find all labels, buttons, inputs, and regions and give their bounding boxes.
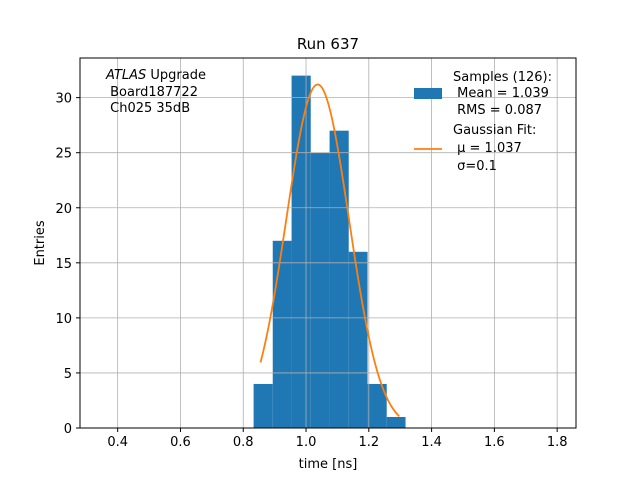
legend-samples-line-2: Mean = 1.039 xyxy=(453,86,549,101)
x-tick-label: 1.4 xyxy=(421,435,442,450)
histogram-bar xyxy=(329,130,349,428)
histogram-bars xyxy=(253,75,406,428)
x-tick-label: 0.8 xyxy=(233,435,254,450)
annotation-atlas-word: ATLAS xyxy=(105,68,146,83)
atlas-annotation: ATLAS Upgrade Board187722 Ch025 35dB xyxy=(105,68,206,116)
histogram-bar xyxy=(272,240,292,428)
y-axis-label: Entries xyxy=(33,220,48,266)
y-tick-label: 10 xyxy=(55,312,72,327)
histogram-bar xyxy=(253,383,273,428)
annotation-upgrade-word: Upgrade xyxy=(146,68,206,83)
legend-fit-line-2: μ = 1.037 xyxy=(453,141,522,156)
x-tick-label: 1.6 xyxy=(484,435,505,450)
annotation-line-1: ATLAS Upgrade xyxy=(105,68,206,83)
fit-curve xyxy=(259,83,400,417)
annotation-line-3: Ch025 35dB xyxy=(106,101,190,116)
legend-swatch-samples xyxy=(414,88,442,99)
y-tick-label: 15 xyxy=(55,257,72,272)
y-tick-label: 30 xyxy=(55,92,72,107)
legend-fit-line-3: σ=0.1 xyxy=(453,159,497,174)
histogram-bar xyxy=(348,251,368,428)
chart-title: Run 637 xyxy=(297,35,359,53)
x-tick-label: 1.8 xyxy=(547,435,568,450)
legend: Samples (126): Mean = 1.039 RMS = 0.087 … xyxy=(414,70,552,174)
y-tick-label: 5 xyxy=(64,367,72,382)
legend-samples-line-1: Samples (126): xyxy=(453,70,552,85)
x-tick-label: 0.6 xyxy=(170,435,191,450)
histogram-bar xyxy=(310,152,330,428)
gaussian-fit xyxy=(259,83,400,417)
x-tick-label: 1.2 xyxy=(358,435,379,450)
y-tick-label: 0 xyxy=(64,422,72,437)
x-axis-label: time [ns] xyxy=(299,457,358,472)
annotation-line-2: Board187722 xyxy=(106,85,198,100)
x-tick-label: 1.0 xyxy=(296,435,317,450)
x-tick-label: 0.4 xyxy=(107,435,128,450)
plot-frame xyxy=(79,57,577,429)
x-axis-ticks: 0.4 0.6 0.8 1.0 1.2 1.4 1.6 1.8 xyxy=(107,428,568,450)
histogram-bar xyxy=(367,383,387,428)
y-axis-ticks: 0 5 10 15 20 25 30 xyxy=(55,92,80,437)
y-tick-label: 25 xyxy=(55,147,72,162)
histogram-bar xyxy=(386,416,406,428)
legend-fit-line-1: Gaussian Fit: xyxy=(453,123,536,138)
y-tick-label: 20 xyxy=(55,202,72,217)
legend-samples-line-3: RMS = 0.087 xyxy=(453,103,542,118)
